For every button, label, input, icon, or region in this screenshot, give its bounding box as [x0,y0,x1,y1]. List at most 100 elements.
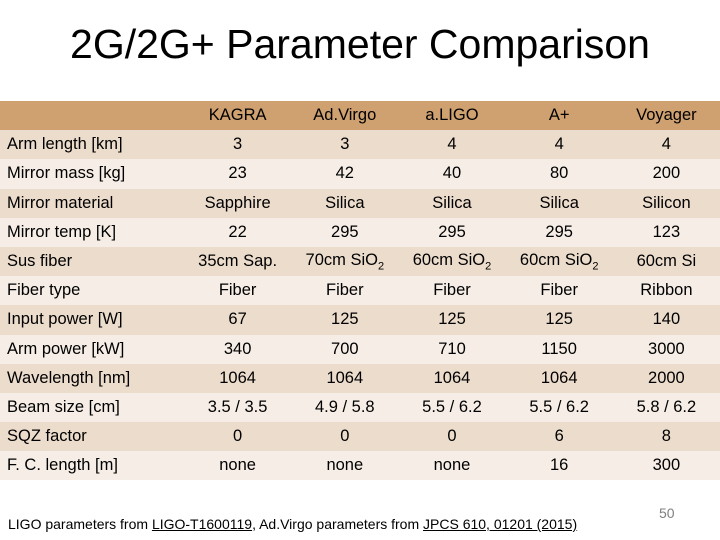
table-cell: 1064 [291,363,399,393]
table-cell: Silica [505,188,613,218]
table-row: Mirror material Sapphire Silica Silica Silic… [0,188,720,218]
table-cell: 295 [398,217,506,247]
column-header: Voyager [612,101,720,131]
table-cell: 1064 [398,363,506,393]
table-cell: 0 [398,422,506,452]
table-row: Arm length [km] 3 3 4 4 4 [0,130,720,160]
table-cell: Fiber [505,276,613,306]
row-label: Mirror material [0,188,185,218]
slide-title: 2G/2G+ Parameter Comparison [70,21,650,67]
table-cell: 3 [184,130,292,160]
row-label: Input power [W] [0,305,185,335]
footnote-text: LIGO parameters from [8,516,152,532]
row-label: Sus fiber [0,246,185,277]
table-cell: 340 [184,334,292,364]
subscript: 2 [485,260,492,273]
footnote-link-jpcs[interactable]: JPCS 610, 01201 (2015) [423,516,578,532]
subscript: 2 [592,260,599,273]
table-cell: 295 [291,217,399,247]
row-label: F. C. length [m] [0,451,185,481]
table-cell: 4 [398,130,506,160]
table-cell: 140 [612,305,720,335]
column-header: Ad.Virgo [291,101,399,131]
table-cell: 300 [612,451,720,481]
table-cell: 5.5 / 6.2 [398,392,506,423]
column-header: KAGRA [184,101,292,131]
table-cell: 0 [184,422,292,452]
table-row: Arm power [kW] 340 700 710 1150 3000 [0,334,720,364]
table-cell: 22 [184,217,292,247]
table-cell: 710 [398,334,506,364]
table-cell: 60cm Si [612,246,720,277]
table-row: Sus fiber 35cm Sap. 70cm SiO2 60cm SiO2 60cm… [0,246,720,277]
table-cell: 125 [291,305,399,335]
footnote-link-ligo[interactable]: LIGO-T1600119 [151,516,253,532]
subscript: 2 [377,260,385,273]
table-row: Mirror mass [kg] 23 42 40 80 200 [0,159,720,189]
table-row: Mirror temp [K] 22 295 295 295 123 [0,217,720,247]
table-cell: 4 [612,130,720,160]
row-label: SQZ factor [0,422,185,452]
column-header: a.LIGO [398,101,506,131]
row-label: Beam size [cm] [0,392,185,423]
table-cell: Ribbon [612,276,720,306]
table-cell: 125 [505,305,613,335]
table-cell: 35cm Sap. [184,246,292,277]
table-cell: 0 [291,422,399,452]
table-cell: 4 [505,130,613,160]
table-cell: Fiber [291,276,399,306]
table-cell: 200 [612,159,720,189]
table-cell: none [291,451,399,481]
table-row: Wavelength [nm] 1064 1064 1064 1064 2000 [0,363,720,393]
table-cell: 42 [291,159,399,189]
row-label: Arm length [km] [0,130,185,160]
table-cell: 8 [612,422,720,452]
row-label: Fiber type [0,276,185,306]
row-label: Mirror mass [kg] [0,159,185,189]
table-cell: 23 [184,159,292,189]
table-cell: 5.8 / 6.2 [612,392,720,423]
table-header-row: KAGRA Ad.Virgo a.LIGO A+ Voyager [0,101,720,131]
slide-number: 50 [659,505,675,521]
parameter-table: KAGRA Ad.Virgo a.LIGO A+ Voyager Arm len… [0,101,720,481]
table-cell: 6 [505,422,613,452]
table-row: F. C. length [m] none none none 16 300 [0,451,720,481]
table-cell: 123 [612,217,720,247]
table-cell: 3.5 / 3.5 [184,392,292,423]
table-cell: 16 [505,451,613,481]
column-header: A+ [505,101,613,131]
table-cell: 700 [291,334,399,364]
table-cell: Silica [291,188,399,218]
table-cell: 60cm SiO2 [398,246,506,277]
table-cell: 5.5 / 6.2 [505,392,613,423]
table-cell: Silica [398,188,506,218]
table-row: Input power [W] 67 125 125 125 140 [0,305,720,335]
row-label: Wavelength [nm] [0,363,185,393]
header-corner-cell [0,101,185,131]
table-cell: none [398,451,506,481]
table-cell: none [184,451,292,481]
table-cell: 1064 [505,363,613,393]
table-cell: 2000 [612,363,720,393]
table-cell: 3 [291,130,399,160]
table-cell: 60cm SiO2 [505,246,613,277]
footnote: LIGO parameters from LIGO-T1600119, Ad.V… [8,516,577,532]
table-cell: 70cm SiO2 [291,246,399,277]
table-row: SQZ factor 0 0 0 6 8 [0,422,720,452]
table-cell: 3000 [612,334,720,364]
table-cell: Fiber [184,276,292,306]
table-cell: 295 [505,217,613,247]
table-cell: 67 [184,305,292,335]
row-label: Arm power [kW] [0,334,185,364]
table-cell: 80 [505,159,613,189]
table-cell: 125 [398,305,506,335]
footnote-text: , Ad.Virgo parameters from [252,516,424,532]
table-cell: Silicon [612,188,720,218]
table-cell: 4.9 / 5.8 [291,392,399,423]
table-cell: Sapphire [184,188,292,218]
table-cell: 40 [398,159,506,189]
table-row: Beam size [cm] 3.5 / 3.5 4.9 / 5.8 5.5 / 6.… [0,392,720,423]
table-row: Fiber type Fiber Fiber Fiber Fiber Ribbon [0,276,720,306]
table-cell: Fiber [398,276,506,306]
table-cell: 1150 [505,334,613,364]
